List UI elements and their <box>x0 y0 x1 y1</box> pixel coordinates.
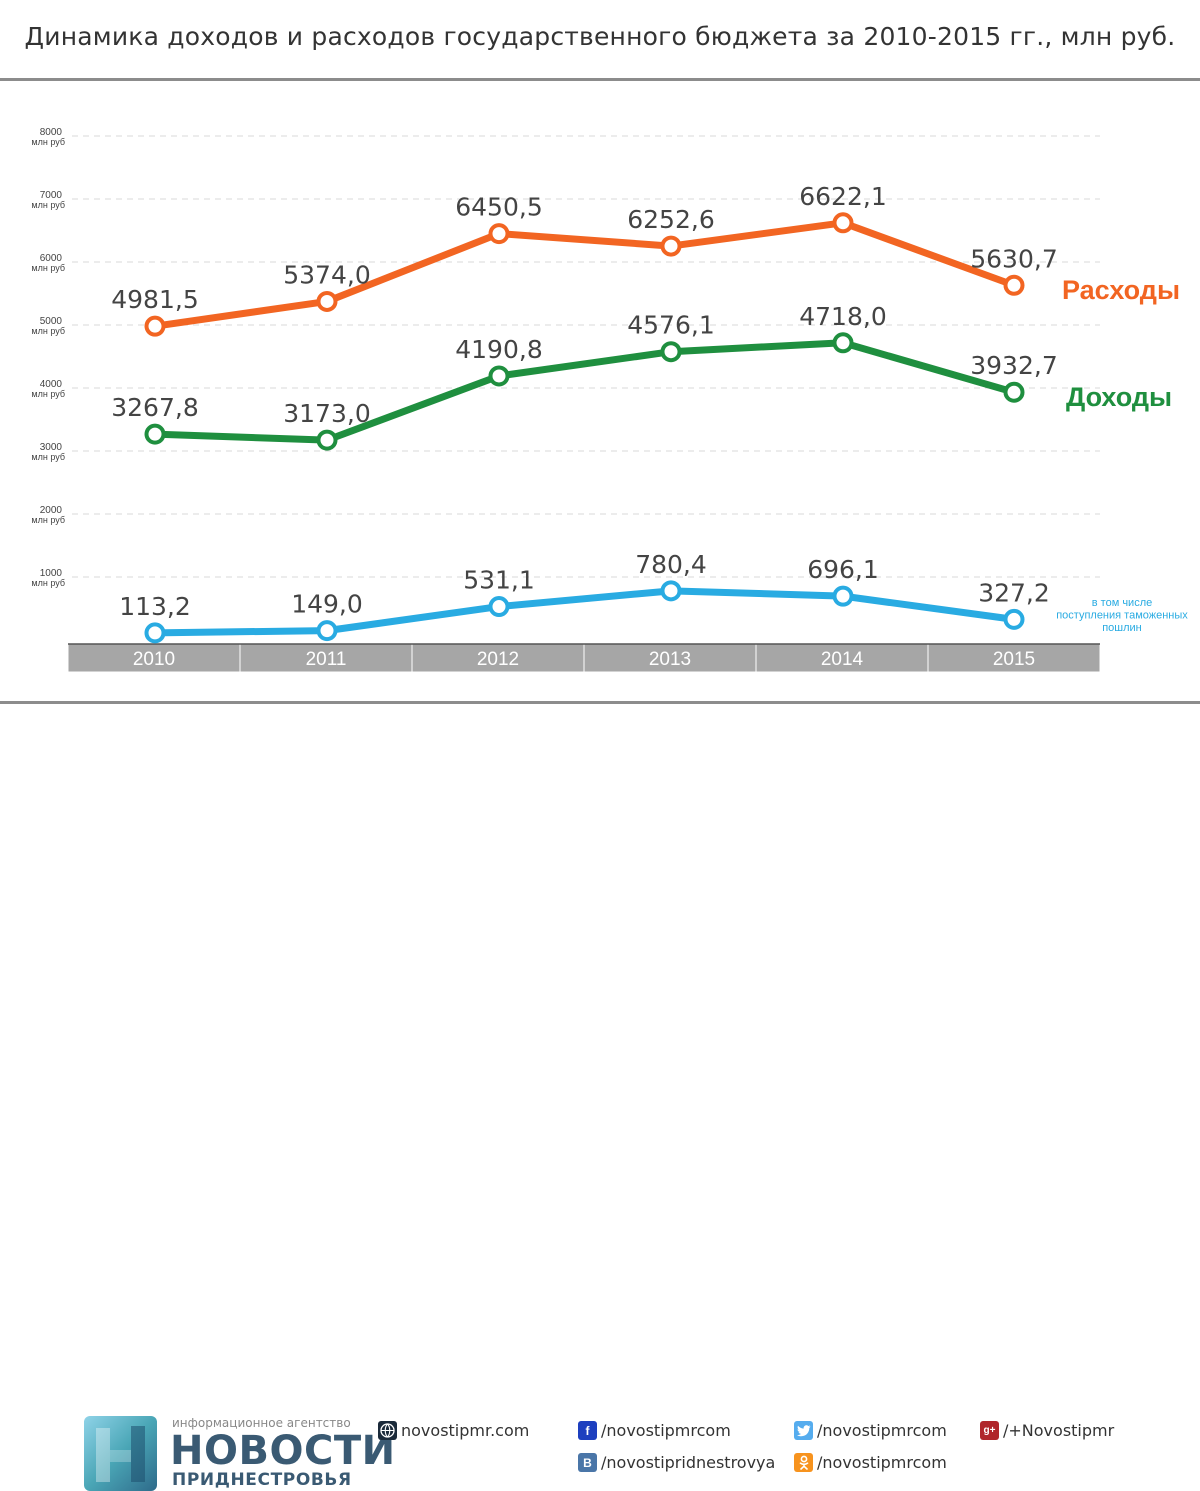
y-tick-label-2000: 2000 <box>40 505 63 516</box>
agency-logo-icon <box>84 1416 157 1491</box>
chart-title: Динамика доходов и расходов государствен… <box>24 22 1176 51</box>
bottom-divider <box>0 701 1200 704</box>
y-tick-unit-3000: млн руб <box>31 452 65 462</box>
series-name-customs-line-1: в том числе <box>1092 597 1152 609</box>
data-point-income-2010 <box>144 423 166 445</box>
data-label-customs-2015: 327,2 <box>978 578 1050 607</box>
data-point-expenses-2013 <box>660 235 682 257</box>
y-tick-label-4000: 4000 <box>40 379 63 390</box>
y-tick-label-6000: 6000 <box>40 253 63 264</box>
data-label-income-2012: 4190,8 <box>455 335 542 364</box>
series-name-income: Доходы <box>1066 382 1172 412</box>
facebook-icon: f <box>578 1421 597 1440</box>
x-tick-label-2013: 2013 <box>649 649 691 670</box>
data-label-customs-2012: 531,1 <box>463 566 535 595</box>
x-axis-cell-2014 <box>755 643 929 673</box>
google-plus-link[interactable]: g+ /+Novostipmr <box>980 1421 1114 1440</box>
series-line-customs <box>151 587 1018 637</box>
x-tick-label-2015: 2015 <box>993 649 1035 670</box>
agency-name: НОВОСТИ <box>170 1428 396 1474</box>
series-line-income <box>151 339 1018 444</box>
y-tick-label-3000: 3000 <box>40 442 63 453</box>
x-tick-label-2010: 2010 <box>133 649 175 670</box>
series-name-customs-line-3: пошлин <box>1102 622 1142 634</box>
data-point-expenses-2011 <box>316 290 338 312</box>
data-point-customs-2013 <box>660 580 682 602</box>
data-point-expenses-2012 <box>488 223 510 245</box>
series-line-expenses <box>151 219 1018 330</box>
y-tick-label-8000: 8000 <box>40 127 63 138</box>
google-plus-link-label: /+Novostipmr <box>1003 1421 1115 1440</box>
data-label-customs-2014: 696,1 <box>807 555 879 584</box>
y-tick-unit-2000: млн руб <box>31 515 65 525</box>
x-tick-label-2012: 2012 <box>477 649 519 670</box>
data-point-expenses-2014 <box>832 212 854 234</box>
y-tick-unit-5000: млн руб <box>31 326 65 336</box>
data-point-customs-2010 <box>144 622 166 644</box>
data-point-income-2011 <box>316 429 338 451</box>
data-label-income-2014: 4718,0 <box>799 302 886 331</box>
website-link-label: novostipmr.com <box>401 1421 530 1440</box>
x-axis-cell-2010 <box>67 643 241 673</box>
data-point-income-2014 <box>832 332 854 354</box>
google-plus-icon: g+ <box>980 1421 999 1440</box>
series-name-customs-line-2: поступления таможенных <box>1056 610 1188 622</box>
vk-link-label: /novostipridnestrovya <box>601 1453 776 1472</box>
data-label-expenses-2011: 5374,0 <box>283 260 370 289</box>
x-axis-cell-2015 <box>927 643 1101 673</box>
facebook-link[interactable]: f /novostipmrcom <box>578 1421 731 1440</box>
data-point-customs-2012 <box>488 596 510 618</box>
odnoklassniki-link[interactable]: /novostipmrcom <box>794 1453 947 1472</box>
data-label-customs-2011: 149,0 <box>291 590 363 619</box>
odnoklassniki-icon <box>794 1453 813 1472</box>
series-name-expenses: Расходы <box>1062 275 1180 305</box>
data-point-income-2015 <box>1003 381 1025 403</box>
y-tick-unit-6000: млн руб <box>31 263 65 273</box>
data-point-income-2012 <box>488 365 510 387</box>
y-tick-unit-8000: млн руб <box>31 137 65 147</box>
data-label-income-2010: 3267,8 <box>111 393 198 422</box>
data-label-customs-2013: 780,4 <box>635 550 707 579</box>
data-label-expenses-2010: 4981,5 <box>111 285 198 314</box>
data-point-expenses-2010 <box>144 315 166 337</box>
vk-icon: В <box>578 1453 597 1472</box>
data-label-income-2015: 3932,7 <box>970 351 1057 380</box>
globe-icon <box>378 1421 397 1440</box>
data-point-income-2013 <box>660 341 682 363</box>
data-point-customs-2014 <box>832 585 854 607</box>
data-point-customs-2011 <box>316 620 338 642</box>
twitter-link-label: /novostipmrcom <box>817 1421 947 1440</box>
vk-link[interactable]: В /novostipridnestrovya <box>578 1453 775 1472</box>
data-label-customs-2010: 113,2 <box>119 592 191 621</box>
data-point-expenses-2015 <box>1003 274 1025 296</box>
agency-region: ПРИДНЕСТРОВЬЯ <box>172 1470 352 1490</box>
data-label-income-2011: 3173,0 <box>283 399 370 428</box>
website-link[interactable]: novostipmr.com <box>378 1421 529 1440</box>
data-point-customs-2015 <box>1003 608 1025 630</box>
y-tick-unit-1000: млн руб <box>31 578 65 588</box>
x-tick-label-2011: 2011 <box>306 649 347 670</box>
data-label-expenses-2012: 6450,5 <box>455 193 542 222</box>
y-tick-label-1000: 1000 <box>40 568 63 579</box>
data-label-income-2013: 4576,1 <box>627 311 714 340</box>
x-tick-label-2014: 2014 <box>821 649 864 670</box>
footer: информационное агентство НОВОСТИ ПРИДНЕС… <box>0 704 1200 1491</box>
facebook-link-label: /novostipmrcom <box>601 1421 731 1440</box>
y-tick-unit-7000: млн руб <box>31 200 65 210</box>
y-tick-unit-4000: млн руб <box>31 389 65 399</box>
odnoklassniki-link-label: /novostipmrcom <box>817 1453 947 1472</box>
data-label-expenses-2015: 5630,7 <box>970 244 1057 273</box>
twitter-icon <box>794 1421 813 1440</box>
y-tick-label-7000: 7000 <box>40 190 63 201</box>
data-label-expenses-2014: 6622,1 <box>799 182 886 211</box>
top-divider <box>0 78 1200 81</box>
data-label-expenses-2013: 6252,6 <box>627 205 714 234</box>
twitter-link[interactable]: /novostipmrcom <box>794 1421 947 1440</box>
y-tick-label-5000: 5000 <box>40 316 63 327</box>
